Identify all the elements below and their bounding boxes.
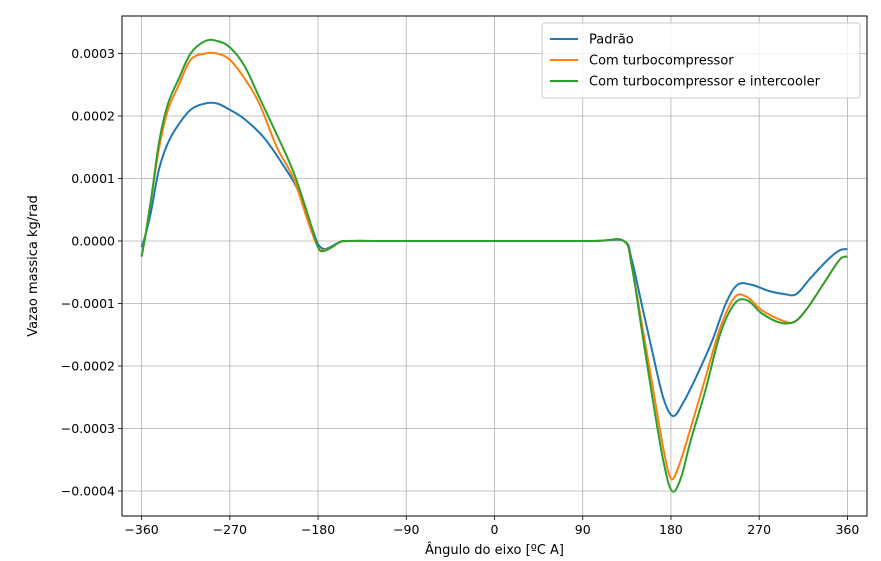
x-tick-label: −360 xyxy=(124,522,158,537)
y-tick-label: 0.0000 xyxy=(71,234,115,249)
y-tick-label: 0.0002 xyxy=(71,109,115,124)
x-tick-label: −90 xyxy=(393,522,419,537)
x-axis-ticks: −360 −270 −180 −90 0 90 180 270 360 xyxy=(124,516,859,537)
y-tick-label: 0.0001 xyxy=(71,171,115,186)
legend-entry-label: Padrão xyxy=(589,33,634,48)
legend-entry-label: Com turbocompressor e intercooler xyxy=(589,75,821,90)
x-axis-label: Ângulo do eixo [ºC A] xyxy=(425,542,564,558)
x-tick-label: 270 xyxy=(747,522,771,537)
y-tick-label: −0.0002 xyxy=(61,359,115,374)
legend-entry-label: Com turbocompressor xyxy=(589,54,734,69)
x-tick-label: −180 xyxy=(301,522,335,537)
y-tick-label: 0.0003 xyxy=(71,46,115,61)
y-tick-label: −0.0001 xyxy=(61,296,115,311)
y-axis-ticks: −0.0004 −0.0003 −0.0002 −0.0001 0.0000 0.0001… xyxy=(61,46,122,499)
series-line-3 xyxy=(140,38,848,493)
x-tick-label: −270 xyxy=(213,522,247,537)
x-tick-label: 360 xyxy=(835,522,859,537)
y-tick-label: −0.0004 xyxy=(61,484,115,499)
x-tick-label: 90 xyxy=(575,522,591,537)
y-tick-label: −0.0003 xyxy=(61,421,115,436)
legend: Padrão Com turbocompressor Com turbocompre… xyxy=(541,22,861,99)
legend-box xyxy=(541,22,861,99)
x-tick-label: 180 xyxy=(659,522,683,537)
y-axis-label: Vazao massica kg/rad xyxy=(26,195,41,336)
x-tick-label: 0 xyxy=(491,522,499,537)
series-lines xyxy=(140,38,848,493)
